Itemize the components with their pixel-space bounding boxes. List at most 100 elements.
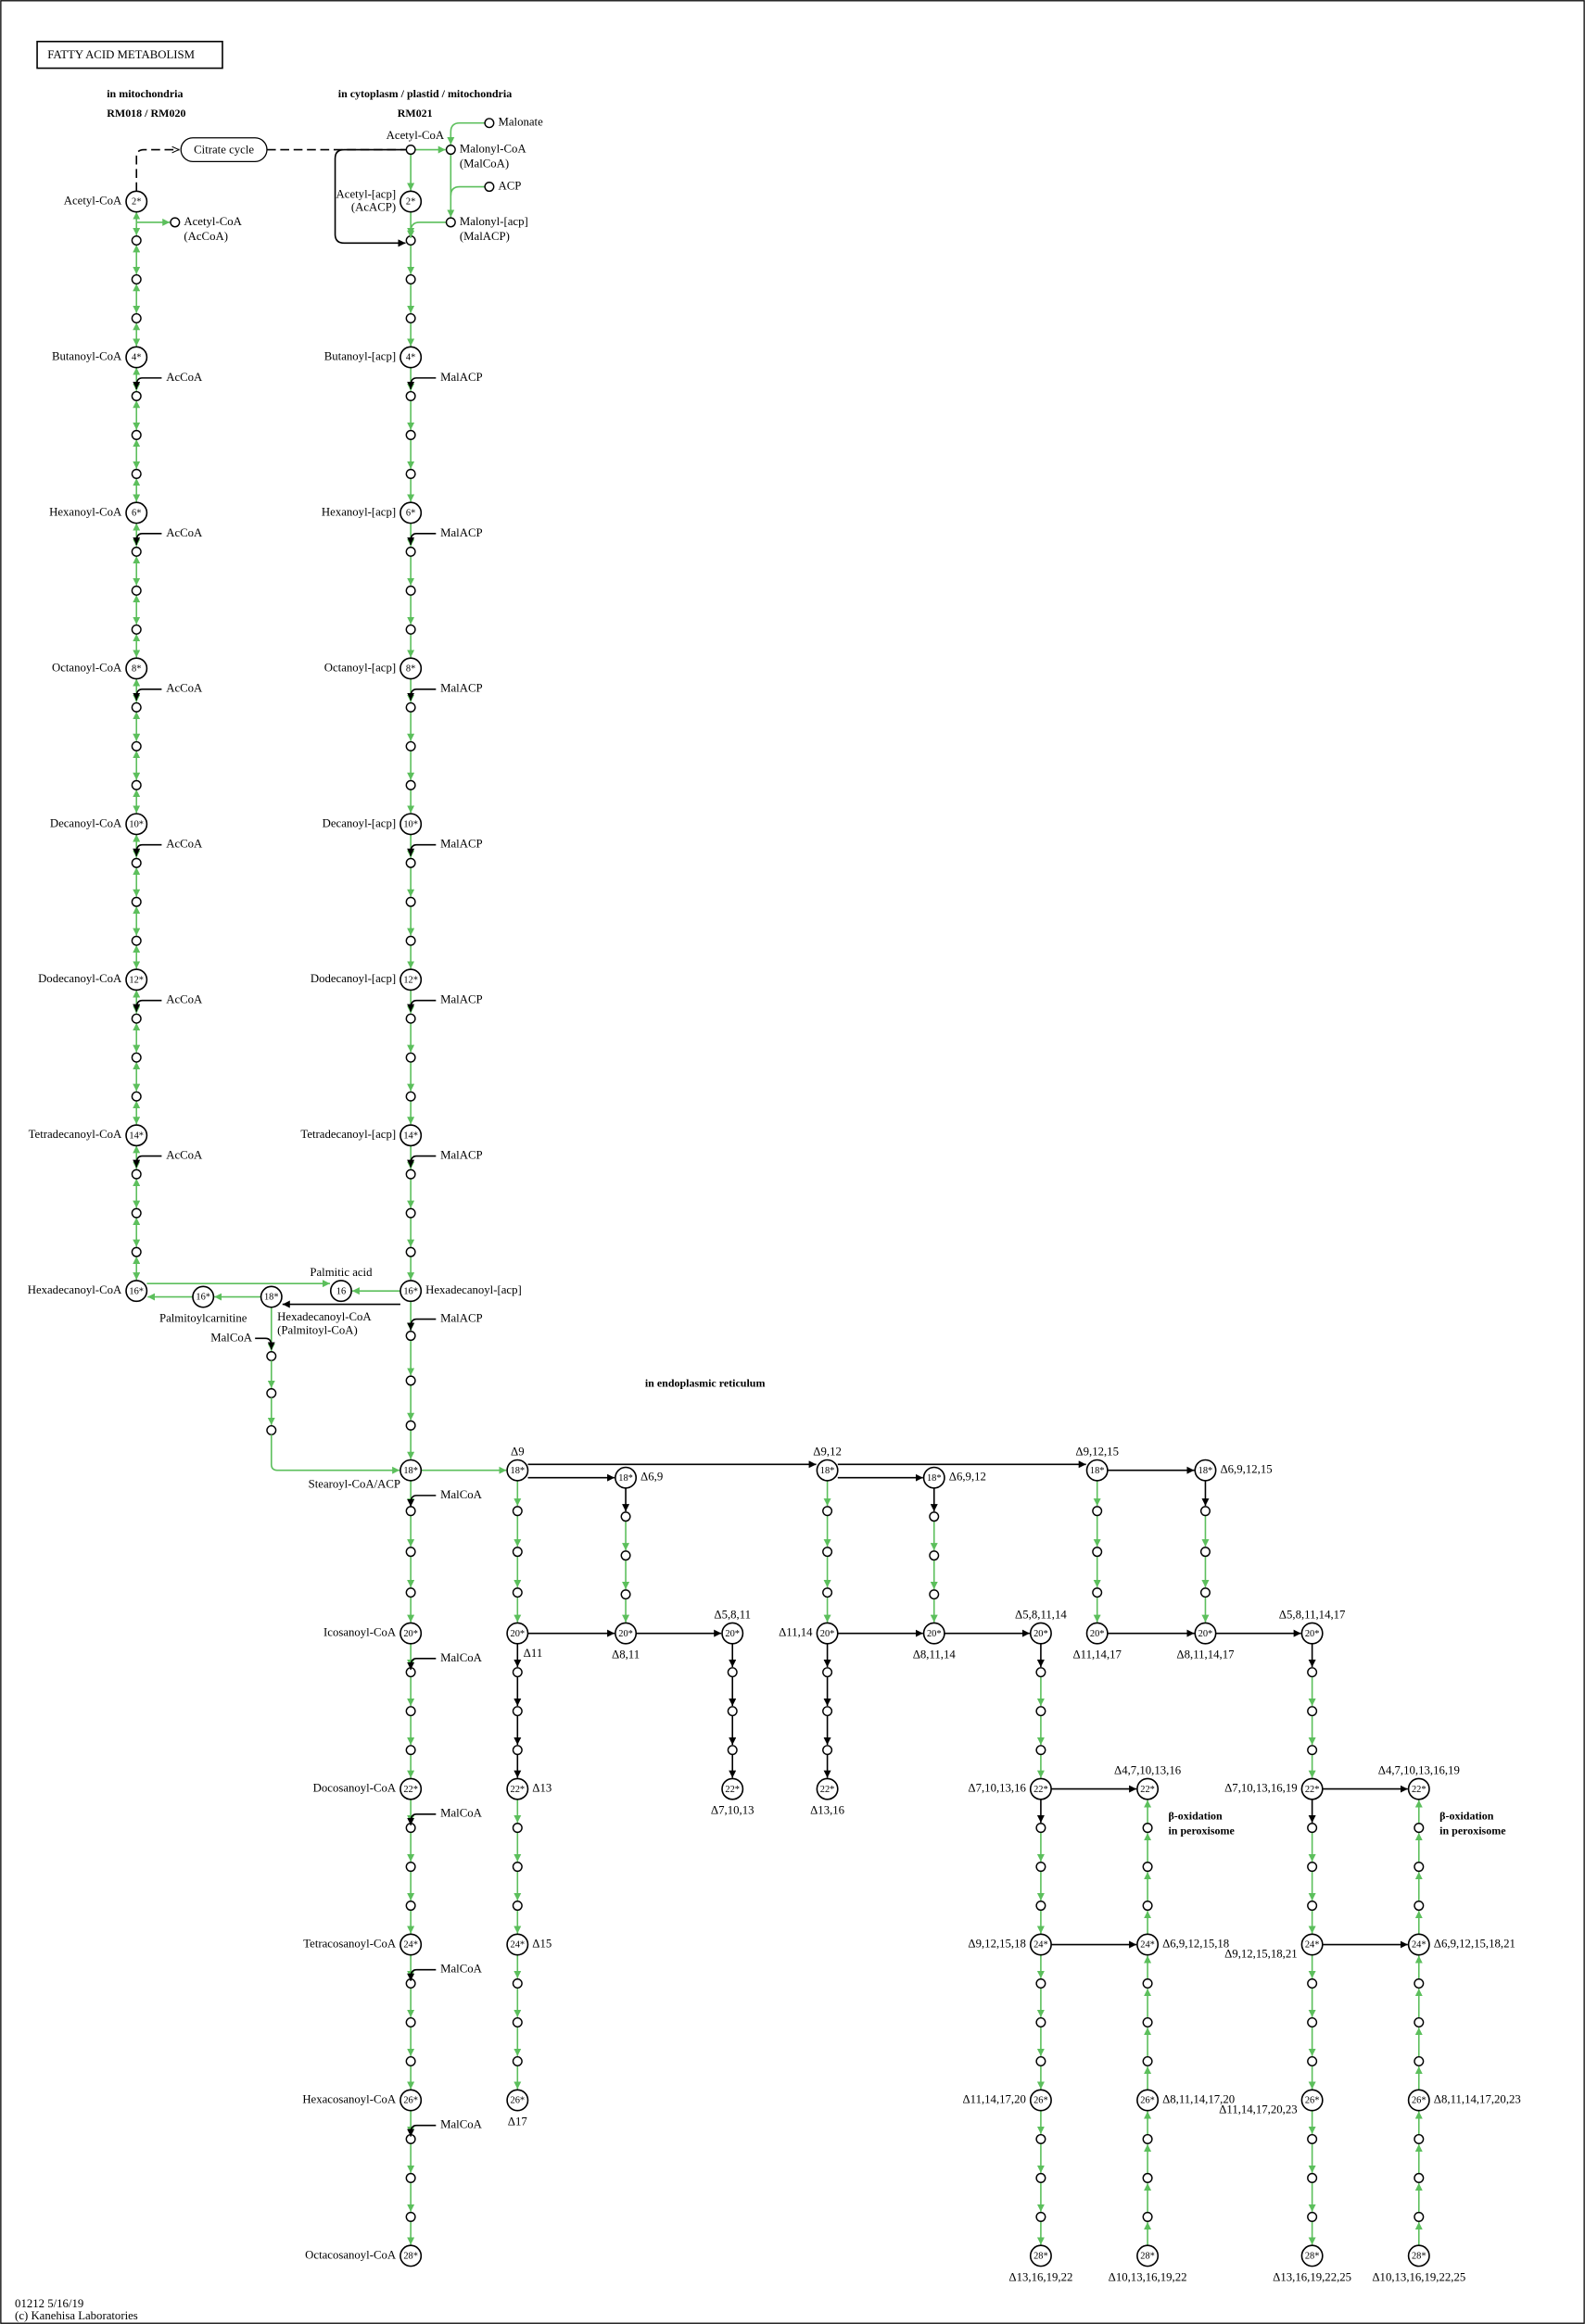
compound-node[interactable]: [125, 1124, 148, 1147]
compound-node[interactable]: [405, 1901, 416, 1912]
compound-node[interactable]: [1136, 1933, 1160, 1956]
compound-node[interactable]: [399, 346, 423, 369]
compound-number[interactable]: 4*: [406, 353, 415, 363]
compound-node[interactable]: [929, 1589, 940, 1600]
compound-node[interactable]: [131, 546, 142, 557]
compound-node[interactable]: [727, 1667, 738, 1678]
compound-node[interactable]: [506, 1459, 529, 1482]
compound-node[interactable]: [125, 190, 148, 213]
compound-node[interactable]: [512, 2055, 523, 2067]
compound-node[interactable]: [1085, 1459, 1109, 1482]
compound-number[interactable]: 20*: [725, 1629, 740, 1639]
compound-node[interactable]: [1407, 1777, 1430, 1800]
compound-node[interactable]: [125, 346, 148, 369]
compound-number[interactable]: 24*: [1305, 1940, 1320, 1951]
compound-node[interactable]: [1414, 2133, 1425, 2144]
compound-node[interactable]: [1307, 1862, 1318, 1873]
compound-number[interactable]: 14*: [129, 1130, 144, 1141]
compound-number[interactable]: 2*: [406, 197, 415, 208]
compound-node[interactable]: [1029, 1777, 1052, 1800]
compound-number[interactable]: 26*: [1305, 2096, 1320, 2106]
compound-node[interactable]: [131, 1207, 142, 1219]
compound-node[interactable]: [1199, 1587, 1211, 1598]
compound-node[interactable]: [1092, 1506, 1103, 1517]
compound-node[interactable]: [1414, 1901, 1425, 1912]
compound-node[interactable]: [260, 1285, 283, 1308]
compound-number[interactable]: 20*: [511, 1629, 526, 1639]
compound-node[interactable]: [1414, 2016, 1425, 2028]
compound-node[interactable]: [721, 1622, 744, 1645]
compound-node[interactable]: [512, 1901, 523, 1912]
compound-node[interactable]: [405, 1013, 416, 1024]
compound-number[interactable]: 20*: [1305, 1629, 1320, 1639]
compound-number[interactable]: 22*: [1305, 1785, 1320, 1795]
compound-node[interactable]: [405, 585, 416, 596]
compound-node[interactable]: [131, 234, 142, 246]
compound-number[interactable]: 24*: [403, 1940, 418, 1951]
compound-node[interactable]: [822, 1706, 833, 1717]
compound-node[interactable]: [512, 1706, 523, 1717]
compound-node[interactable]: [506, 1777, 529, 1800]
compound-node[interactable]: [405, 1168, 416, 1180]
compound-node[interactable]: [512, 1862, 523, 1873]
compound-node[interactable]: [405, 429, 416, 440]
compound-node[interactable]: [131, 1246, 142, 1257]
compound-number[interactable]: 28*: [403, 2252, 418, 2262]
compound-node[interactable]: [405, 779, 416, 790]
compound-node[interactable]: [727, 1745, 738, 1756]
compound-node[interactable]: [405, 1506, 416, 1517]
compound-node[interactable]: [405, 1587, 416, 1598]
compound-node[interactable]: [1414, 2172, 1425, 2183]
compound-node[interactable]: [1307, 2055, 1318, 2067]
compound-node[interactable]: [1142, 1862, 1153, 1873]
compound-node[interactable]: [1035, 2055, 1046, 2067]
compound-node[interactable]: [1414, 2055, 1425, 2067]
compound-node[interactable]: [399, 1777, 423, 1800]
compound-node[interactable]: [1307, 2133, 1318, 2144]
compound-node[interactable]: [125, 501, 148, 524]
compound-node[interactable]: [445, 217, 456, 228]
compound-node[interactable]: [399, 501, 423, 524]
compound-number[interactable]: 24*: [1033, 1940, 1048, 1951]
compound-node[interactable]: [445, 145, 456, 156]
compound-number[interactable]: 24*: [1140, 1940, 1155, 1951]
compound-node[interactable]: [125, 813, 148, 836]
compound-number[interactable]: 26*: [1033, 2096, 1048, 2106]
compound-node[interactable]: [399, 1124, 423, 1147]
compound-node[interactable]: [1194, 1622, 1217, 1645]
compound-node[interactable]: [1307, 1745, 1318, 1756]
compound-number[interactable]: 10*: [129, 820, 144, 830]
compound-node[interactable]: [1307, 2211, 1318, 2222]
compound-node[interactable]: [929, 1550, 940, 1561]
compound-node[interactable]: [1029, 1933, 1052, 1956]
compound-node[interactable]: [170, 217, 181, 228]
map-label[interactable]: Citrate cycle: [194, 143, 254, 156]
compound-node[interactable]: [192, 1285, 215, 1308]
compound-node[interactable]: [399, 1459, 423, 1482]
compound-number[interactable]: 18*: [927, 1473, 942, 1484]
compound-node[interactable]: [1035, 1977, 1046, 1989]
compound-node[interactable]: [399, 190, 423, 213]
compound-node[interactable]: [405, 145, 416, 156]
compound-node[interactable]: [405, 1091, 416, 1102]
compound-node[interactable]: [512, 1547, 523, 1558]
compound-node[interactable]: [405, 273, 416, 285]
compound-number[interactable]: 26*: [1412, 2096, 1426, 2106]
compound-node[interactable]: [125, 968, 148, 991]
compound-number[interactable]: 20*: [403, 1629, 418, 1639]
compound-number[interactable]: 20*: [927, 1629, 942, 1639]
compound-node[interactable]: [405, 896, 416, 907]
compound-node[interactable]: [405, 1420, 416, 1431]
compound-node[interactable]: [1142, 2055, 1153, 2067]
compound-node[interactable]: [125, 1280, 148, 1303]
compound-node[interactable]: [512, 1745, 523, 1756]
compound-node[interactable]: [1199, 1547, 1211, 1558]
compound-number[interactable]: 20*: [820, 1629, 835, 1639]
compound-node[interactable]: [405, 2172, 416, 2183]
compound-number[interactable]: 20*: [1198, 1629, 1213, 1639]
compound-node[interactable]: [1142, 2133, 1153, 2144]
compound-number[interactable]: 22*: [511, 1785, 526, 1795]
compound-node[interactable]: [266, 1351, 277, 1362]
compound-node[interactable]: [1136, 2244, 1160, 2267]
compound-node[interactable]: [721, 1777, 744, 1800]
